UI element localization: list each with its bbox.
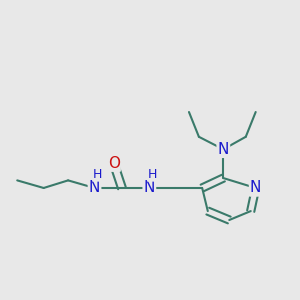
Text: N: N — [250, 181, 261, 196]
Text: O: O — [108, 156, 120, 171]
Text: N: N — [144, 181, 155, 196]
Text: N: N — [218, 142, 229, 157]
Text: N: N — [89, 181, 100, 196]
Text: H: H — [92, 168, 102, 181]
Text: H: H — [147, 168, 157, 181]
